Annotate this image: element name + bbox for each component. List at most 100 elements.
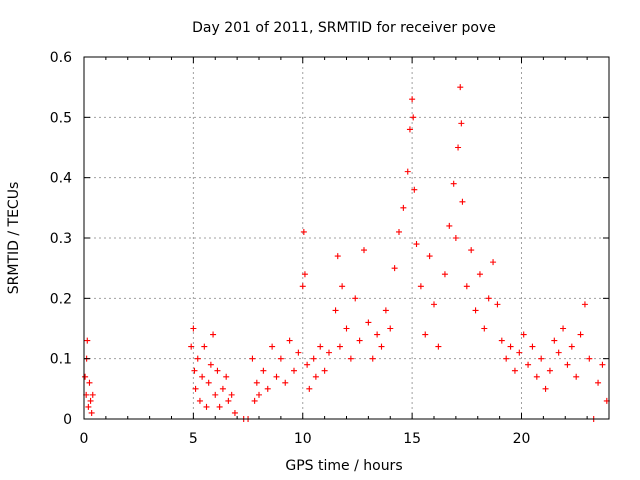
data-point (422, 331, 429, 338)
data-point (86, 379, 93, 386)
data-point (361, 247, 367, 254)
data-point (269, 343, 276, 350)
data-point (599, 361, 606, 368)
data-point (586, 355, 593, 362)
data-point (306, 385, 313, 392)
data-point (207, 361, 214, 368)
data-point (88, 409, 95, 416)
data-point (286, 337, 293, 344)
data-point (450, 180, 457, 187)
data-point (573, 373, 580, 380)
data-point (339, 283, 346, 290)
data-point (503, 355, 510, 362)
data-point (533, 373, 540, 380)
data-point (84, 337, 91, 344)
data-point (87, 397, 94, 404)
data-point (520, 331, 527, 338)
y-tick-label: 0.5 (50, 110, 72, 126)
data-point (321, 367, 328, 374)
data-point (203, 403, 210, 410)
data-point (326, 349, 332, 356)
data-point (529, 343, 536, 350)
data-point (191, 367, 198, 374)
data-point (387, 325, 394, 332)
data-point (251, 397, 258, 404)
chart-title: Day 201 of 2011, SRMTID for receiver pov… (192, 20, 496, 36)
data-point (413, 241, 420, 248)
data-point (89, 391, 96, 398)
data-point (82, 373, 89, 380)
data-point (216, 403, 223, 410)
plot-frame (83, 56, 610, 420)
data-point (369, 355, 376, 362)
data-point (555, 349, 562, 356)
data-point (85, 403, 92, 410)
data-point (511, 367, 518, 374)
x-axis-title: GPS time / hours (285, 458, 402, 474)
data-point (551, 337, 558, 344)
x-tick-label: 0 (80, 431, 89, 447)
data-point (546, 367, 553, 374)
data-point (481, 325, 488, 332)
data-point (188, 343, 195, 350)
data-point (485, 295, 492, 302)
data-point (498, 337, 505, 344)
data-point (396, 228, 402, 235)
data-point (260, 367, 267, 374)
data-point (256, 391, 262, 398)
data-point (468, 247, 475, 254)
y-tick-label: 0.4 (50, 171, 72, 187)
data-point (581, 301, 588, 308)
data-point (410, 114, 417, 121)
data-point (205, 379, 212, 386)
data-point (312, 373, 319, 380)
data-point (264, 385, 271, 392)
data-point (452, 235, 459, 241)
data-point (332, 307, 339, 314)
data-point (304, 361, 311, 368)
data-point (300, 228, 307, 235)
data-point (459, 198, 466, 205)
data-point (406, 126, 413, 133)
data-point (352, 295, 359, 302)
data-point (282, 379, 289, 386)
data-point (225, 397, 232, 404)
data-point (494, 301, 501, 308)
data-point (564, 361, 571, 368)
data-point (210, 331, 217, 338)
y-tick-label: 0 (63, 412, 72, 428)
x-tick-label: 15 (403, 431, 421, 447)
data-point (538, 355, 545, 362)
data-point (404, 168, 411, 175)
y-axis-title: SRMTID / TECUs (6, 182, 22, 295)
data-point (441, 271, 448, 278)
data-point (253, 379, 260, 386)
data-point (214, 367, 221, 374)
data-point (334, 253, 341, 260)
x-tick-label: 20 (513, 431, 531, 447)
data-point (365, 319, 372, 326)
data-point (516, 349, 523, 356)
data-point (490, 259, 497, 266)
data-point (458, 120, 465, 127)
data-point (457, 84, 464, 91)
x-tick-label: 10 (294, 431, 312, 447)
data-point (476, 271, 483, 278)
data-point (374, 331, 381, 338)
data-point (336, 343, 343, 350)
data-point (277, 355, 284, 362)
y-tick-label: 0.2 (50, 291, 72, 307)
data-points (82, 84, 610, 422)
data-point (507, 343, 514, 350)
data-point (301, 271, 308, 278)
data-point (455, 144, 462, 151)
data-point (295, 349, 302, 356)
data-point (560, 325, 567, 332)
data-point (249, 355, 256, 362)
data-point (426, 253, 433, 260)
data-point (411, 186, 418, 193)
axis-ticks: 0 0.1 0.2 0.3 0.4 0.5 0.6 0 5 10 15 20 (50, 50, 609, 447)
data-point (356, 337, 363, 344)
